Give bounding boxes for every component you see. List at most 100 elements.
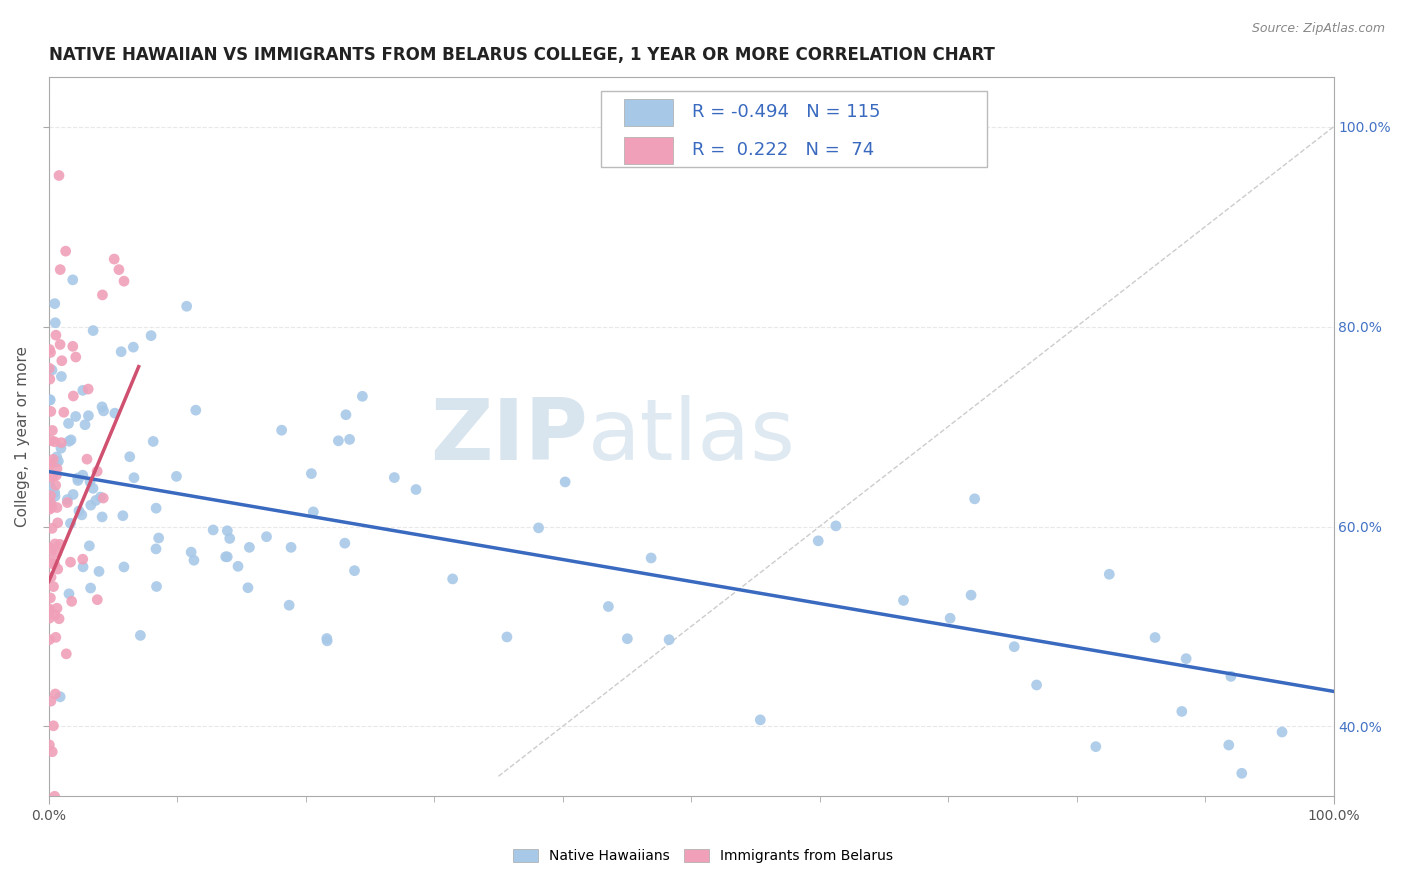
Point [184, 403, 207, 417]
Point [46, 516, 69, 530]
Point [278, 598, 301, 612]
Point [48, 454, 70, 468]
Point [38, 361, 60, 376]
Point [72, 552, 94, 566]
Point [38, 458, 60, 472]
Point [44, 558, 66, 572]
Point [270, 423, 292, 437]
Point [183, 553, 205, 567]
Point [49, 690, 72, 704]
Point [49, 337, 72, 351]
Point [60, 594, 83, 608]
Point [41, 521, 63, 535]
Point [749, 713, 772, 727]
Point [176, 299, 198, 313]
Point [77, 382, 100, 396]
Point [1175, 651, 1198, 665]
Point [39, 480, 62, 494]
Point [496, 630, 519, 644]
Point [51, 369, 73, 384]
Point [39, 404, 62, 418]
Point [91, 400, 114, 414]
Point [139, 328, 162, 343]
Point [72, 560, 94, 574]
Point [39, 456, 62, 470]
Point [38, 602, 60, 616]
Text: atlas: atlas [588, 395, 796, 478]
Point [46, 562, 69, 576]
Point [49, 441, 72, 455]
Point [41, 485, 63, 500]
Point [352, 389, 374, 403]
Point [45, 455, 67, 469]
Point [118, 450, 141, 464]
Point [42, 580, 65, 594]
Point [82, 324, 104, 338]
Point [39, 496, 62, 510]
Point [302, 505, 325, 519]
Text: Source: ZipAtlas.com: Source: ZipAtlas.com [1251, 22, 1385, 36]
Point [55, 647, 77, 661]
Point [80, 498, 103, 512]
Point [45, 468, 67, 483]
Point [226, 559, 249, 574]
Point [39, 393, 62, 408]
Point [382, 470, 405, 484]
Point [122, 471, 145, 485]
Point [39, 591, 62, 605]
Point [963, 491, 986, 506]
Point [215, 549, 238, 564]
Point [41, 469, 63, 483]
Point [44, 607, 66, 622]
Point [67, 504, 90, 518]
Point [72, 384, 94, 398]
Point [280, 541, 302, 555]
Point [1098, 567, 1121, 582]
Point [58, 417, 80, 431]
FancyBboxPatch shape [602, 91, 987, 167]
Point [38, 372, 60, 386]
Point [328, 434, 350, 448]
Point [343, 564, 366, 578]
Point [44, 537, 66, 551]
Text: R =  0.222   N =  74: R = 0.222 N = 74 [692, 141, 875, 159]
Point [1084, 739, 1107, 754]
Point [44, 316, 66, 330]
Point [145, 579, 167, 593]
Point [217, 549, 239, 564]
Point [112, 560, 135, 574]
Point [66, 474, 89, 488]
Point [44, 434, 66, 449]
Point [62, 339, 84, 353]
Text: ZIP: ZIP [430, 395, 588, 478]
Y-axis label: College, 1 year or more: College, 1 year or more [15, 346, 30, 527]
Point [82, 481, 104, 495]
Point [39, 489, 62, 503]
Point [86, 464, 108, 478]
Point [62, 389, 84, 403]
Text: NATIVE HAWAIIAN VS IMMIGRANTS FROM BELARUS COLLEGE, 1 YEAR OR MORE CORRELATION C: NATIVE HAWAIIAN VS IMMIGRANTS FROM BELAR… [49, 46, 994, 64]
Point [41, 544, 63, 558]
Point [180, 545, 202, 559]
Point [527, 521, 550, 535]
Point [38, 632, 60, 647]
Point [960, 588, 983, 602]
Point [218, 532, 240, 546]
Point [1230, 766, 1253, 780]
Point [38, 604, 60, 618]
Point [86, 592, 108, 607]
Point [122, 340, 145, 354]
Point [339, 433, 361, 447]
Point [62, 273, 84, 287]
Point [66, 471, 89, 485]
Point [441, 572, 464, 586]
Point [44, 296, 66, 310]
Point [658, 632, 681, 647]
Point [91, 288, 114, 302]
Point [84, 493, 107, 508]
Point [79, 475, 101, 489]
Point [72, 468, 94, 483]
Point [77, 409, 100, 423]
Point [79, 539, 101, 553]
Point [41, 745, 63, 759]
